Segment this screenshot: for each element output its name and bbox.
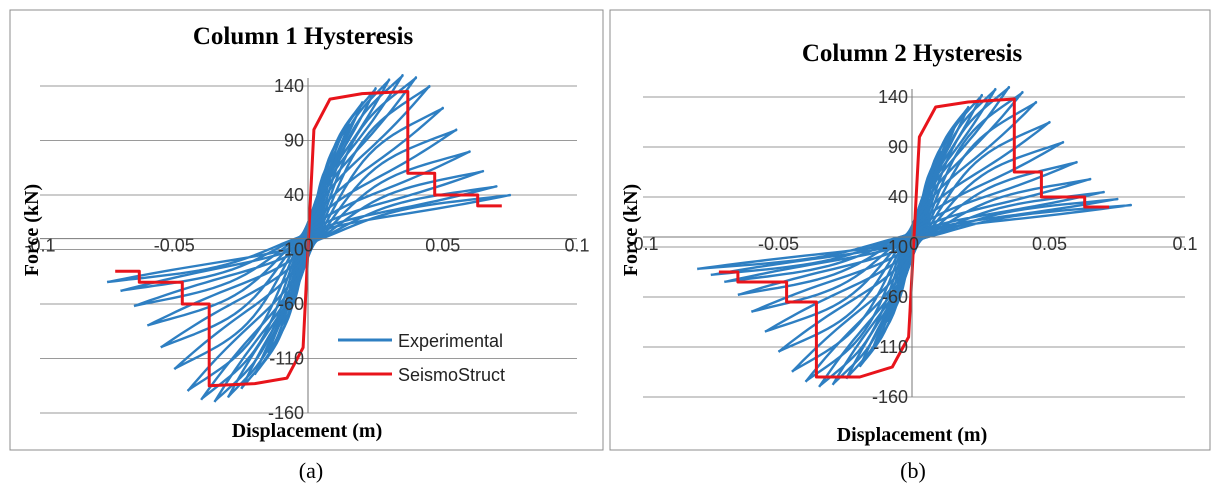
experimental-loop — [804, 90, 1024, 383]
x-tick-label: -0.05 — [758, 234, 799, 254]
chart-title: Column 1 Hysteresis — [193, 23, 414, 50]
experimental-loop — [213, 74, 404, 403]
experimental-loop — [186, 84, 431, 392]
caption-b: (b) — [900, 458, 926, 483]
axes — [40, 78, 577, 413]
experimental-loop — [146, 150, 471, 327]
x-axis-label: Displacement (m) — [837, 424, 988, 446]
y-tick-label: 90 — [888, 137, 908, 157]
x-axis-label: Displacement (m) — [232, 420, 383, 442]
experimental-loop — [710, 197, 1119, 277]
x-tick-labels: -0.1 -0.05 0 0.05 0.1 — [627, 234, 1197, 254]
experimental-loop — [831, 87, 997, 386]
y-tick-labels: 140 90 40 -10 -60 -110 -160 — [872, 87, 908, 407]
x-tick-label: 0 — [303, 236, 313, 256]
y-axis-label: Force (kN) — [620, 184, 642, 276]
y-axis-label: Force (kN) — [21, 184, 43, 276]
axes — [643, 89, 1185, 397]
y-tick-labels: 140 90 40 -10 -60 -110 -160 — [268, 76, 304, 423]
y-tick-label: 40 — [888, 187, 908, 207]
experimental-loop — [173, 106, 444, 371]
chart-frame — [9, 9, 604, 451]
y-tick-label: -110 — [873, 337, 908, 357]
caption-a: (a) — [299, 458, 323, 483]
experimental-loop — [845, 93, 983, 380]
experimental-loop — [791, 100, 1038, 373]
x-tick-label: 0.1 — [1172, 234, 1197, 254]
experimental-loop — [133, 169, 485, 308]
experimental-loop — [120, 185, 498, 293]
experimental-loop — [724, 190, 1105, 284]
experimental-loop — [200, 76, 418, 401]
y-tick-label: 40 — [284, 185, 304, 205]
y-tick-label: -160 — [268, 403, 304, 423]
y-tick-label: -60 — [882, 287, 908, 307]
experimental-loop — [106, 193, 512, 284]
experimental-loop — [750, 160, 1078, 314]
x-tick-label: 0.05 — [1032, 234, 1067, 254]
y-tick-label: 140 — [878, 87, 908, 107]
legend-label-seismostruct: SeismoStruct — [398, 365, 505, 385]
x-tick-label: -0.05 — [154, 236, 195, 256]
y-tick-label: 140 — [274, 76, 304, 96]
experimental-loop — [226, 78, 391, 399]
y-tick-label: -60 — [278, 294, 304, 314]
experimental-loop — [697, 203, 1132, 271]
legend-label-experimental: Experimental — [398, 331, 503, 351]
experimental-loop — [777, 120, 1051, 353]
experimental-loop — [737, 177, 1092, 297]
experimental-loop — [160, 128, 458, 349]
experimental-loop — [818, 85, 1011, 388]
chart-title: Column 2 Hysteresis — [802, 40, 1023, 67]
x-tick-label: 0.1 — [564, 236, 589, 256]
chart-frame — [609, 9, 1211, 451]
experimental-series — [697, 85, 1132, 388]
experimental-loop — [240, 87, 377, 390]
gridlines — [643, 96, 1185, 398]
x-tick-label: -0.1 — [627, 234, 658, 254]
y-tick-label: -110 — [269, 349, 304, 369]
experimental-loop — [764, 140, 1065, 333]
gridlines — [40, 85, 577, 414]
legend: Experimental SeismoStruct — [338, 331, 505, 385]
x-tick-label: 0 — [909, 234, 919, 254]
y-tick-label: 90 — [284, 131, 304, 151]
y-tick-label: -160 — [872, 387, 908, 407]
experimental-series — [106, 74, 512, 403]
y-tick-label: -10 — [882, 237, 908, 257]
x-tick-label: 0.05 — [425, 236, 460, 256]
y-tick-label: -10 — [278, 240, 304, 260]
x-tick-labels: -0.1 -0.05 0 0.05 0.1 — [24, 236, 589, 256]
x-tick-label: -0.1 — [24, 236, 55, 256]
